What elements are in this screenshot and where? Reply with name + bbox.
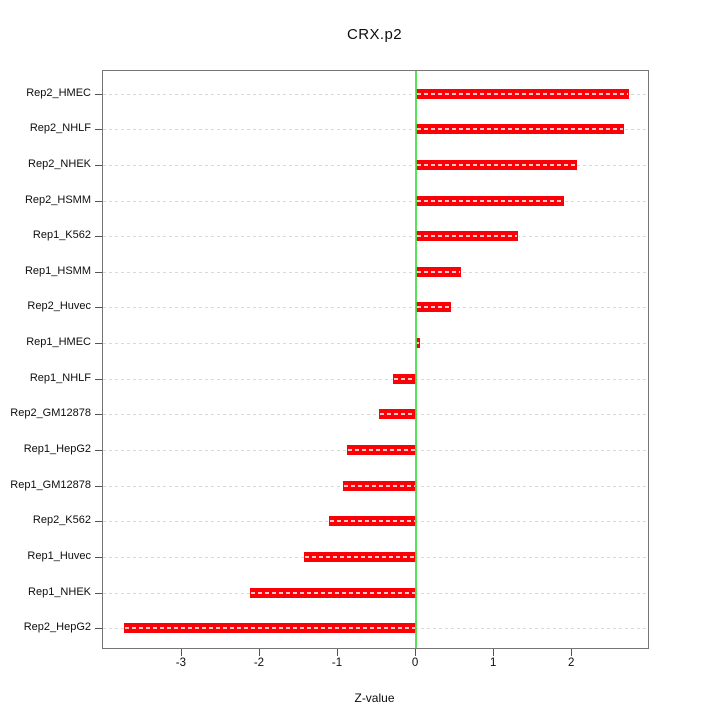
row-gridline	[103, 93, 648, 95]
row-gridline	[103, 236, 648, 238]
row-gridline	[103, 414, 648, 416]
y-axis-tick	[94, 200, 102, 202]
y-tick-label: Rep2_K562	[32, 514, 91, 527]
y-tick-label: Rep2_GM12878	[10, 407, 91, 420]
x-axis-tick	[493, 648, 495, 656]
row-gridline	[103, 343, 648, 345]
x-tick-label: 1	[489, 657, 497, 669]
bar	[416, 266, 461, 277]
x-tick-label: -2	[253, 657, 265, 669]
x-axis-title: Z-value	[354, 691, 395, 705]
bar	[416, 159, 577, 170]
y-axis-tick	[94, 236, 102, 238]
y-axis-tick	[94, 307, 102, 309]
y-axis-tick	[94, 343, 102, 345]
x-tick-label: 2	[568, 657, 575, 669]
y-axis-tick	[94, 129, 102, 131]
bar	[416, 231, 518, 242]
x-axis-tick	[337, 648, 339, 656]
x-axis-tick	[180, 648, 182, 656]
y-tick-label: Rep1_HepG2	[23, 443, 91, 455]
bar	[347, 445, 417, 455]
bar	[416, 88, 630, 99]
y-axis-tick	[94, 556, 102, 558]
y-tick-label: Rep1_HMEC	[26, 336, 91, 349]
y-axis-tick	[94, 414, 102, 416]
x-axis-tick	[415, 648, 417, 656]
y-tick-label: Rep2_HSMM	[24, 193, 91, 206]
x-axis-tick	[571, 648, 573, 656]
y-tick-label: Rep1_NHLF	[29, 371, 91, 384]
row-gridline	[103, 271, 648, 273]
y-axis-tick	[94, 485, 102, 487]
y-axis-tick	[94, 592, 102, 594]
bar	[393, 373, 417, 384]
y-tick-label: Rep2_HepG2	[23, 621, 91, 634]
y-axis-tick	[94, 93, 102, 95]
bar	[303, 551, 417, 562]
y-axis-tick	[94, 271, 102, 273]
row-gridline	[103, 307, 648, 309]
bar	[416, 302, 452, 313]
row-gridline	[103, 129, 648, 131]
bar	[249, 587, 417, 598]
y-tick-label: Rep2_Huvec	[27, 300, 91, 313]
bar	[416, 195, 564, 206]
y-axis-tick	[94, 378, 102, 380]
row-gridline	[103, 200, 648, 202]
y-tick-label: Rep1_K562	[32, 229, 91, 242]
y-tick-label: Rep1_HSMM	[24, 264, 91, 277]
y-axis-tick	[94, 450, 102, 451]
chart-title: CRX.p2	[347, 26, 402, 43]
row-gridline	[103, 378, 648, 380]
y-tick-label: Rep1_GM12878	[10, 478, 91, 491]
bar	[343, 480, 417, 491]
x-axis-tick	[258, 648, 260, 656]
y-tick-label: Rep1_NHEK	[28, 585, 91, 598]
bar	[379, 409, 417, 420]
y-axis-tick	[94, 164, 102, 166]
bar	[329, 516, 417, 527]
y-tick-label: Rep2_NHEK	[28, 157, 91, 170]
row-gridline	[103, 164, 648, 166]
y-tick-label: Rep2_NHLF	[29, 122, 91, 135]
plot-area	[94, 70, 649, 649]
bar	[124, 623, 417, 634]
bar	[416, 338, 420, 349]
y-tick-label: Rep1_Huvec	[27, 549, 91, 562]
x-tick-label: 0	[411, 657, 419, 669]
y-axis-tick	[94, 521, 102, 523]
y-tick-label: Rep2_HMEC	[26, 86, 91, 99]
bar	[416, 124, 624, 135]
zero-reference-line	[415, 71, 418, 648]
y-axis-tick	[94, 628, 102, 630]
x-tick-label: -3	[175, 657, 186, 669]
x-tick-label: -1	[331, 657, 343, 669]
